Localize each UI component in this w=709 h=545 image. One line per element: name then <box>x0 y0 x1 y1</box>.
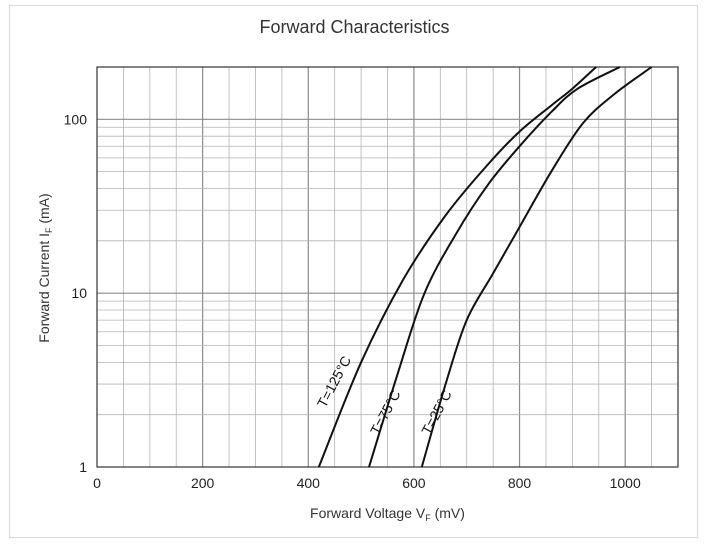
y-axis-label-sub: F <box>44 227 54 234</box>
series-line <box>420 66 653 468</box>
x-tick-label: 0 <box>93 475 101 491</box>
chart-frame <box>9 5 698 538</box>
chart-ticks: 0 200 400 600 800 1000 1 10 100 <box>64 111 641 491</box>
x-tick-label: 800 <box>508 475 532 491</box>
x-tick-label: 1000 <box>610 475 641 491</box>
x-tick-label: 200 <box>191 475 215 491</box>
plot-border <box>96 66 679 468</box>
x-axis-label: Forward Voltage VF (mV) <box>97 505 678 523</box>
x-axis-label-sub: F <box>425 513 431 523</box>
x-tick-label: 400 <box>297 475 321 491</box>
x-axis-label-unit: (mV) <box>430 505 465 521</box>
series-label: T=25°C <box>418 387 455 437</box>
chart-grid <box>96 66 679 468</box>
y-tick-label: 10 <box>71 285 87 301</box>
x-axis-label-main: Forward Voltage V <box>310 505 426 521</box>
y-tick-label: 1 <box>79 459 87 475</box>
y-axis-label: Forward Current IF (mA) <box>36 193 54 342</box>
series-line <box>317 66 597 468</box>
chart-curves <box>317 66 653 468</box>
y-axis-label-main: Forward Current I <box>36 233 52 343</box>
y-tick-label: 100 <box>64 111 88 127</box>
chart-title: Forward Characteristics <box>259 17 450 37</box>
y-axis-label-unit: (mA) <box>36 193 52 228</box>
series-label: T=125°C <box>314 353 354 410</box>
x-tick-label: 600 <box>402 475 426 491</box>
series-line <box>368 66 621 468</box>
series-label: T=75°C <box>367 387 404 437</box>
